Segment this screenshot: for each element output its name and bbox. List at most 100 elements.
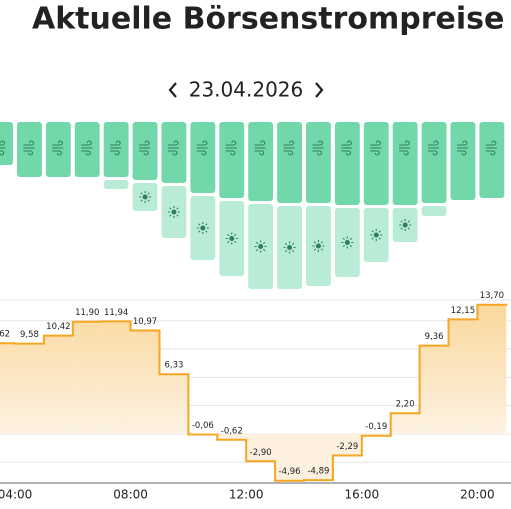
price-area — [130, 330, 160, 434]
sun-icon — [315, 243, 321, 249]
wind-icon — [399, 140, 411, 156]
wind-bar — [479, 122, 505, 198]
price-area — [72, 321, 102, 434]
wind-icon — [456, 140, 468, 156]
price-area — [448, 319, 478, 434]
sun-icon — [283, 241, 296, 254]
sun-icon — [341, 236, 354, 249]
wind-icon — [485, 140, 497, 156]
price-area — [246, 433, 276, 462]
sun-icon — [373, 232, 379, 238]
value-label: -4,96 — [279, 467, 301, 477]
sun-icon — [312, 240, 325, 252]
wind-bar — [306, 122, 331, 203]
price-area — [0, 343, 15, 434]
value-label: 13,70 — [480, 291, 504, 301]
wind-bar — [450, 122, 476, 200]
sun-icon — [142, 194, 148, 200]
price-area — [275, 433, 304, 481]
value-label: -0,06 — [192, 421, 214, 431]
value-label: 2,20 — [396, 400, 415, 410]
sun-icon — [370, 229, 383, 241]
sun-icon — [229, 236, 235, 241]
price-area — [419, 345, 449, 434]
x-tick-label: 12:00 — [229, 488, 264, 502]
wind-icon — [196, 140, 208, 156]
sun-icon — [167, 206, 180, 218]
value-label: -2,90 — [250, 448, 272, 458]
wind-bar — [103, 122, 129, 177]
solar-bar — [103, 180, 129, 189]
wind-icon — [167, 140, 179, 156]
wind-icon — [23, 140, 35, 156]
value-label: 9,58 — [20, 330, 39, 340]
wind-icon — [0, 140, 6, 156]
value-label: 11,94 — [104, 308, 128, 318]
x-tick-label: 16:00 — [345, 488, 380, 502]
price-area — [159, 374, 189, 434]
wind-bar — [363, 122, 389, 205]
value-label: -4,89 — [307, 467, 329, 477]
wind-bar — [0, 122, 13, 165]
sun-icon — [171, 209, 177, 215]
sun-icon — [344, 240, 350, 245]
wind-icon — [225, 140, 237, 156]
sun-icon — [258, 244, 264, 249]
wind-icon — [254, 140, 266, 156]
price-area — [304, 433, 333, 481]
wind-icon — [81, 140, 93, 156]
value-label: 10,42 — [46, 322, 70, 332]
x-tick-label: 04:00 — [0, 488, 32, 502]
wind-bar — [334, 122, 360, 205]
wind-bar — [45, 122, 71, 177]
wind-icon — [110, 140, 122, 156]
price-area — [390, 413, 420, 434]
wind-bar — [277, 122, 302, 203]
value-label: 10,97 — [133, 317, 157, 327]
sun-icon — [139, 191, 152, 203]
sun-icon — [402, 222, 408, 228]
wind-icon — [283, 140, 295, 156]
wind-bar — [190, 122, 216, 193]
next-day[interactable] — [315, 82, 324, 98]
wind-bar — [17, 122, 42, 177]
price-area — [332, 433, 362, 456]
wind-icon — [139, 140, 151, 156]
sun-icon — [254, 240, 267, 253]
sun-icon — [200, 225, 206, 231]
wind-icon — [341, 140, 353, 156]
sun-icon — [196, 222, 209, 234]
value-label: 9,62 — [0, 330, 10, 340]
wind-icon — [52, 140, 64, 156]
wind-bar — [219, 122, 245, 198]
x-tick-label: 08:00 — [113, 488, 148, 502]
price-area — [217, 433, 247, 440]
wind-icon — [312, 140, 324, 156]
value-label: 9,36 — [425, 332, 444, 342]
price-area — [477, 304, 507, 434]
x-tick-label: 20:00 — [460, 488, 495, 502]
wind-bar — [248, 122, 274, 201]
value-label: -0,62 — [221, 426, 243, 436]
wind-bar — [161, 122, 187, 183]
wind-icon — [370, 140, 382, 156]
value-label: 12,15 — [451, 306, 475, 316]
chart: 9,62 9,58 10,42 11,90 11,94 10,97 6,33 -0,06 -0,… — [0, 122, 511, 502]
prev-day[interactable] — [168, 82, 177, 98]
date: 23.04.2026 — [189, 78, 304, 102]
sun-icon — [225, 232, 238, 245]
price-area — [101, 321, 131, 434]
price-area — [43, 335, 73, 434]
wind-icon — [428, 140, 440, 156]
value-label: -0,19 — [365, 422, 387, 432]
value-label: 6,33 — [164, 361, 183, 371]
page-title: Aktuelle Börsenstrompreise — [32, 2, 504, 37]
wind-bar — [421, 122, 447, 203]
sun-icon — [399, 219, 412, 231]
price-area — [15, 343, 44, 434]
wind-bar — [74, 122, 100, 177]
value-label: -2,29 — [336, 442, 358, 452]
sun-icon — [287, 245, 293, 250]
solar-bar — [421, 206, 447, 216]
